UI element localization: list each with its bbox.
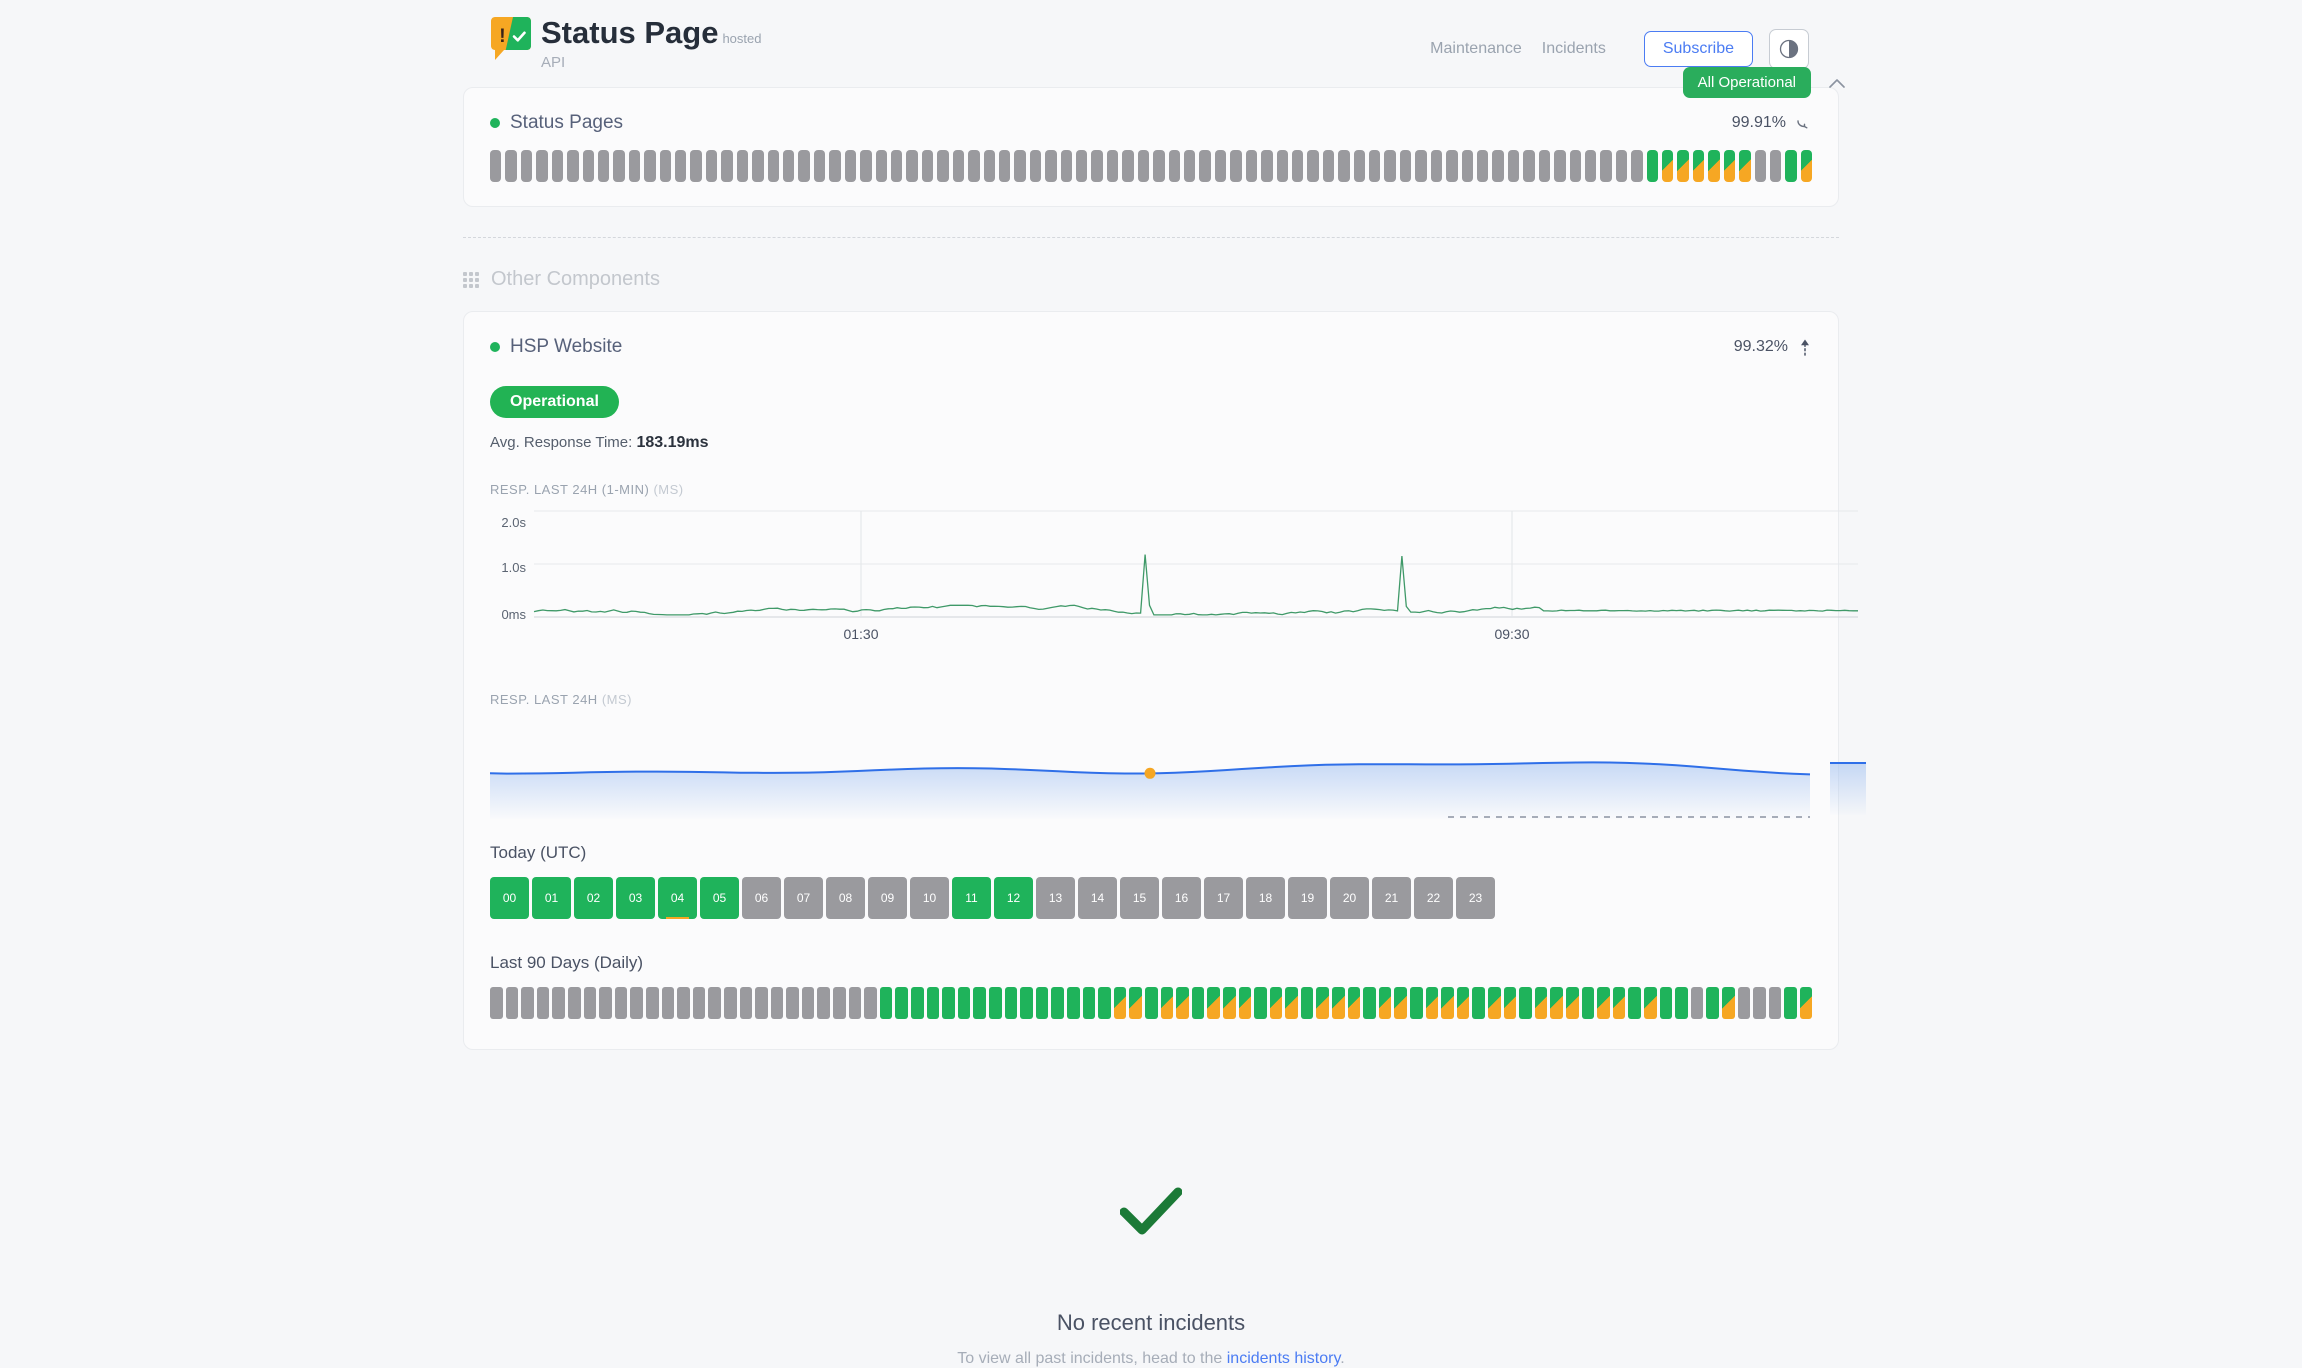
svg-text:09:30: 09:30 bbox=[1494, 626, 1529, 642]
svg-text:2.0s: 2.0s bbox=[501, 515, 526, 530]
svg-text:1.0s: 1.0s bbox=[501, 560, 526, 575]
svg-text:01:30: 01:30 bbox=[843, 626, 878, 642]
svg-text:!: ! bbox=[499, 26, 505, 47]
svg-text:0ms: 0ms bbox=[501, 607, 526, 622]
